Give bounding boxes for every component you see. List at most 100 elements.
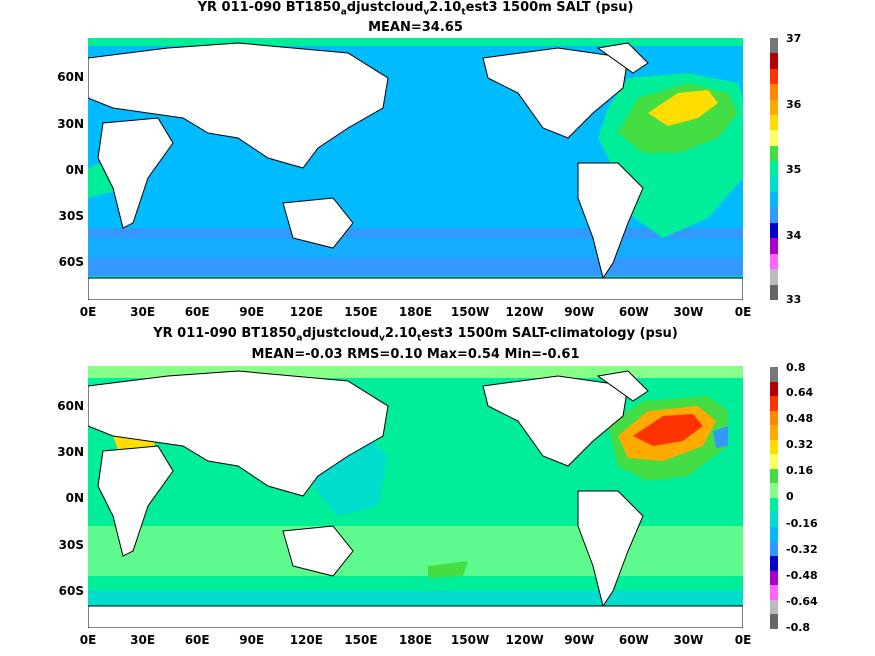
south-pacific-patch	[428, 561, 468, 578]
colorbar-swatch	[770, 207, 778, 223]
colorbar-tick: 0.8	[786, 361, 806, 374]
colorbar-tick: 36	[786, 98, 802, 111]
colorbar-tick: 0	[786, 490, 794, 503]
lon-label: 0E	[734, 633, 752, 647]
colorbar-swatch	[770, 161, 778, 177]
colorbar-tick: 0.64	[786, 386, 814, 399]
australia	[282, 525, 354, 577]
colorbar-tick: -0.48	[786, 569, 818, 582]
lon-label: 90W	[564, 305, 595, 319]
lat-label: 60N	[57, 70, 84, 84]
lon-label: 90E	[239, 633, 265, 647]
colorbar-tick: 0.32	[786, 438, 814, 451]
lon-label: 0E	[734, 305, 752, 319]
colorbar-swatch	[770, 454, 778, 469]
lat-label: 30N	[57, 117, 84, 131]
lon-label: 120W	[505, 305, 544, 319]
colorbar-1	[770, 38, 778, 300]
eurasia	[88, 370, 389, 497]
lat-label: 0N	[65, 491, 84, 505]
colorbar-swatch	[770, 497, 778, 513]
colorbar-swatch	[770, 115, 778, 131]
salt-map-1	[88, 38, 743, 300]
colorbar-swatch	[770, 541, 778, 557]
colorbar-swatch	[770, 512, 778, 528]
colorbar-tick: -0.64	[786, 595, 818, 608]
colorbar-swatch	[770, 439, 778, 455]
africa	[97, 117, 174, 229]
lat-label: 30S	[58, 538, 84, 552]
lon-label: 150W	[450, 305, 490, 319]
map-title-2: YR 011-090 BT1850adjustcloudv2.10test3 1…	[153, 326, 678, 344]
lon-label: 30W	[673, 305, 704, 319]
map-title-1: YR 011-090 BT1850adjustcloudv2.10test3 1…	[197, 0, 634, 18]
atlantic-anomaly-max	[633, 414, 703, 446]
land-masses	[88, 370, 743, 628]
australia	[282, 197, 354, 249]
south-america	[577, 490, 644, 608]
lon-label: 120E	[289, 633, 323, 647]
africa	[97, 445, 174, 557]
lat-label: 30S	[58, 209, 84, 223]
map-subtitle-1: MEAN=34.65	[368, 20, 463, 35]
atlantic-negative-patch	[713, 426, 728, 448]
colorbar-swatch	[770, 585, 778, 600]
colorbar-swatch	[770, 381, 778, 397]
colorbar-swatch	[770, 176, 778, 193]
colorbar-2	[770, 367, 778, 629]
colorbar-swatch	[770, 556, 778, 571]
colorbar-tick: 33	[786, 293, 802, 306]
lon-label: 60W	[618, 305, 649, 319]
colorbar-swatch	[770, 410, 778, 426]
antarctica	[88, 605, 743, 628]
colorbar-tick: 37	[786, 32, 802, 45]
colorbar-swatch	[770, 269, 778, 285]
lat-label: 60S	[58, 584, 84, 598]
greenland	[596, 42, 649, 74]
lat-label: 60N	[57, 399, 84, 413]
colorbar-tick: 0.48	[786, 412, 814, 425]
lon-label: 180E	[398, 633, 433, 647]
colorbar-swatch	[770, 614, 778, 629]
atlantic-max-region	[648, 90, 718, 126]
colorbar-tick: 0.16	[786, 464, 814, 477]
colorbar-tick: -0.32	[786, 543, 818, 556]
colorbar-tick: -0.16	[786, 517, 818, 530]
colorbar-tick: 35	[786, 163, 802, 176]
colorbar-swatch	[770, 192, 778, 208]
salt-anomaly-map-2	[88, 366, 743, 628]
colorbar-swatch	[770, 599, 778, 615]
lon-label: 120E	[289, 305, 323, 319]
lon-label: 120W	[505, 633, 544, 647]
colorbar-swatch	[770, 284, 778, 300]
colorbar-swatch	[770, 238, 778, 254]
colorbar-swatch	[770, 222, 778, 239]
lat-label: 0N	[65, 163, 84, 177]
colorbar-swatch	[770, 468, 778, 484]
south-america	[577, 162, 644, 280]
lon-label: 150W	[450, 633, 490, 647]
north-america	[482, 375, 629, 467]
land-masses	[88, 42, 743, 300]
map-subtitle-2: MEAN=-0.03 RMS=0.10 Max=0.54 Min=-0.61	[251, 347, 580, 362]
colorbar-swatch	[770, 253, 778, 270]
colorbar-swatch	[770, 84, 778, 100]
greenland	[596, 370, 649, 402]
colorbar-swatch	[770, 99, 778, 116]
lon-label: 30E	[130, 305, 156, 319]
colorbar-swatch	[770, 130, 778, 146]
arctic-band	[88, 38, 743, 46]
lon-label: 30W	[673, 633, 704, 647]
colorbar-swatch	[770, 483, 778, 498]
colorbar-swatch	[770, 68, 778, 85]
colorbar-swatch	[770, 527, 778, 542]
colorbar-swatch	[770, 145, 778, 162]
lon-label: 30E	[130, 633, 156, 647]
lon-label: 60E	[184, 633, 210, 647]
lon-label: 150E	[344, 305, 378, 319]
colorbar-swatch	[770, 38, 778, 54]
colorbar-swatch	[770, 53, 778, 69]
colorbar-swatch	[770, 570, 778, 586]
lon-label: 0E	[79, 633, 97, 647]
colorbar-swatch	[770, 425, 778, 440]
